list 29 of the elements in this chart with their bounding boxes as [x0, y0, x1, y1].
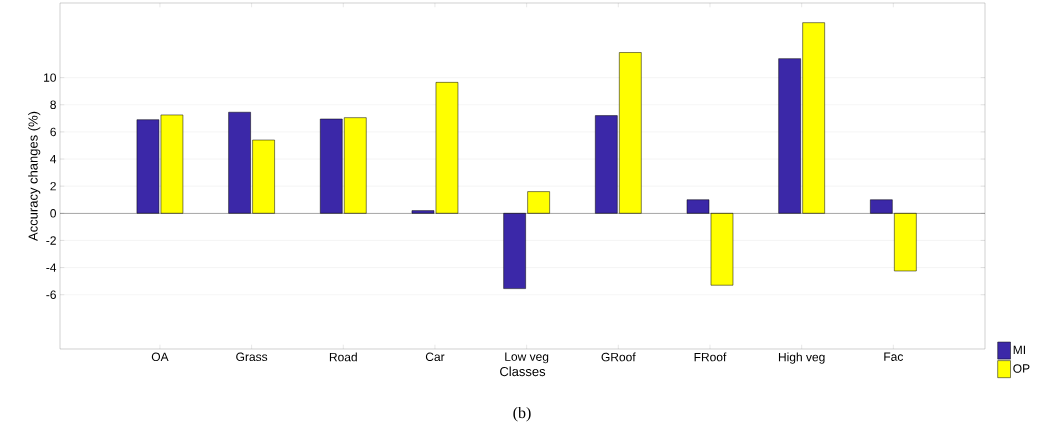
text: (b) [513, 406, 531, 422]
bar [503, 213, 526, 289]
bar [894, 213, 917, 272]
y-tick-label: -4 [46, 263, 57, 272]
y-tick-label: 4 [50, 154, 57, 164]
y-tick-label: 2 [50, 181, 56, 191]
y-tick-label: 10 [44, 73, 56, 82]
bar [870, 199, 893, 214]
x-tick-label: Road [329, 352, 357, 362]
x-axis-title: Classes [500, 366, 546, 377]
x-tick-label: FRoof [694, 352, 727, 362]
y-tick-label: -2 [46, 236, 56, 245]
legend-label: MI [1013, 345, 1025, 354]
x-tick-label: Car [425, 352, 445, 362]
x-tick-label: GRoof [601, 352, 636, 362]
x-tick-label: OA [151, 352, 169, 362]
legend-label: OP [1013, 364, 1030, 373]
y-tick-label: -6 [46, 290, 56, 299]
y-tick-label: 8 [50, 100, 56, 109]
y-tick-label: 0 [50, 209, 57, 218]
y-axis-title: Accuracy changes (%) [28, 111, 41, 241]
x-tick-label: Low veg [505, 352, 549, 364]
x-tick-label: High veg [778, 352, 825, 364]
bar [710, 213, 734, 286]
bar [686, 199, 710, 214]
x-tick-label: Fac [884, 352, 904, 361]
bar [527, 191, 550, 214]
x-tick-label: Grass [236, 352, 268, 362]
y-tick-label: 6 [50, 127, 56, 137]
